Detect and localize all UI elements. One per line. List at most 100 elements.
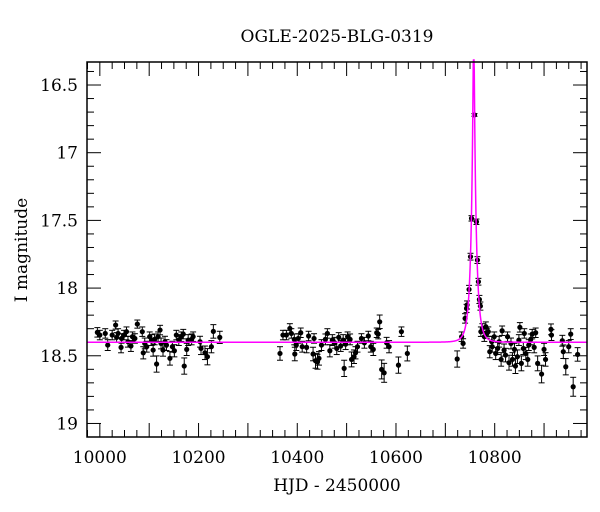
point-marker — [381, 370, 387, 376]
point-marker — [123, 329, 130, 335]
data-point — [521, 328, 528, 339]
x-tick-label: 10800 — [468, 448, 522, 468]
point-marker — [575, 351, 581, 358]
data-point — [567, 328, 574, 341]
y-axis-label: I magnitude — [12, 198, 32, 302]
point-marker — [198, 345, 204, 352]
point-marker — [299, 344, 305, 350]
data-point — [303, 341, 310, 354]
point-marker — [184, 346, 190, 353]
point-marker — [358, 335, 365, 342]
data-point — [531, 341, 538, 354]
point-marker — [454, 356, 460, 362]
data-point — [548, 329, 555, 341]
data-point — [486, 345, 493, 359]
data-point — [299, 340, 306, 353]
data-point — [542, 352, 549, 367]
data-point — [352, 346, 359, 360]
point-marker — [298, 330, 304, 336]
point-marker — [512, 363, 519, 369]
point-marker — [288, 330, 294, 337]
data-point — [570, 376, 577, 397]
point-marker — [150, 347, 156, 353]
data-point — [512, 358, 519, 375]
plot-frame — [86, 61, 588, 438]
data-point — [305, 330, 312, 342]
point-marker — [498, 356, 504, 363]
point-marker — [157, 327, 163, 333]
data-point — [210, 324, 217, 339]
data-point — [560, 344, 567, 359]
data-point — [96, 329, 103, 341]
data-point — [516, 322, 523, 333]
point-marker — [535, 360, 541, 366]
point-marker — [395, 362, 402, 368]
y-tick-labels: 16.5 17 17.5 18 18.5 19 — [40, 76, 78, 434]
point-marker — [375, 331, 381, 337]
data-point — [538, 364, 545, 384]
point-marker — [202, 350, 208, 356]
point-marker — [118, 344, 124, 350]
point-marker — [502, 352, 509, 358]
x-tick-label: 10000 — [73, 448, 127, 468]
data-point — [376, 314, 383, 330]
x-tick-label: 10200 — [172, 448, 226, 468]
data-point — [112, 320, 119, 330]
point-marker — [181, 363, 187, 369]
data-point — [276, 346, 283, 361]
point-marker — [144, 344, 150, 350]
point-marker — [570, 384, 576, 390]
data-point — [180, 328, 187, 340]
point-marker — [538, 371, 545, 377]
point-marker — [386, 344, 392, 350]
data-point — [163, 339, 170, 351]
point-marker — [163, 342, 170, 348]
point-marker — [109, 332, 115, 338]
point-marker — [377, 319, 383, 325]
point-marker — [105, 342, 111, 348]
point-marker — [514, 354, 521, 360]
data-point — [454, 350, 461, 368]
data-point — [341, 359, 348, 377]
data-point — [506, 354, 513, 371]
point-marker — [167, 355, 173, 361]
point-marker — [511, 346, 518, 353]
point-marker — [499, 328, 505, 334]
data-point — [134, 319, 141, 329]
point-marker — [334, 345, 340, 352]
data-point — [518, 355, 525, 372]
y-tick-label: 16.5 — [40, 76, 78, 96]
point-marker — [295, 335, 301, 342]
y-tick-label: 17.5 — [40, 211, 78, 231]
data-point — [104, 339, 111, 351]
data-point — [340, 334, 347, 346]
data-point — [102, 328, 109, 339]
data-point — [398, 326, 405, 337]
data-point — [375, 328, 382, 340]
data-point — [499, 325, 506, 336]
point-marker — [318, 342, 325, 348]
data-point — [524, 352, 531, 367]
data-point — [204, 348, 211, 366]
point-marker — [370, 346, 376, 353]
data-point — [283, 329, 290, 341]
point-marker — [128, 343, 134, 349]
data-point — [565, 340, 572, 354]
y-tick-label: 18 — [56, 279, 78, 299]
point-marker — [365, 333, 371, 339]
data-point — [216, 330, 223, 344]
data-point — [291, 346, 298, 362]
data-points — [94, 112, 581, 397]
point-marker — [491, 334, 497, 340]
data-point — [123, 326, 130, 337]
point-marker — [134, 321, 140, 327]
point-marker — [139, 329, 145, 335]
point-marker — [327, 348, 333, 354]
point-marker — [160, 347, 166, 353]
point-marker — [404, 350, 410, 357]
data-point — [460, 338, 467, 349]
data-point — [504, 331, 511, 342]
point-marker — [568, 331, 574, 337]
x-tick-labels: 10000 10200 10400 10600 10800 — [73, 448, 522, 468]
point-marker — [153, 361, 160, 367]
